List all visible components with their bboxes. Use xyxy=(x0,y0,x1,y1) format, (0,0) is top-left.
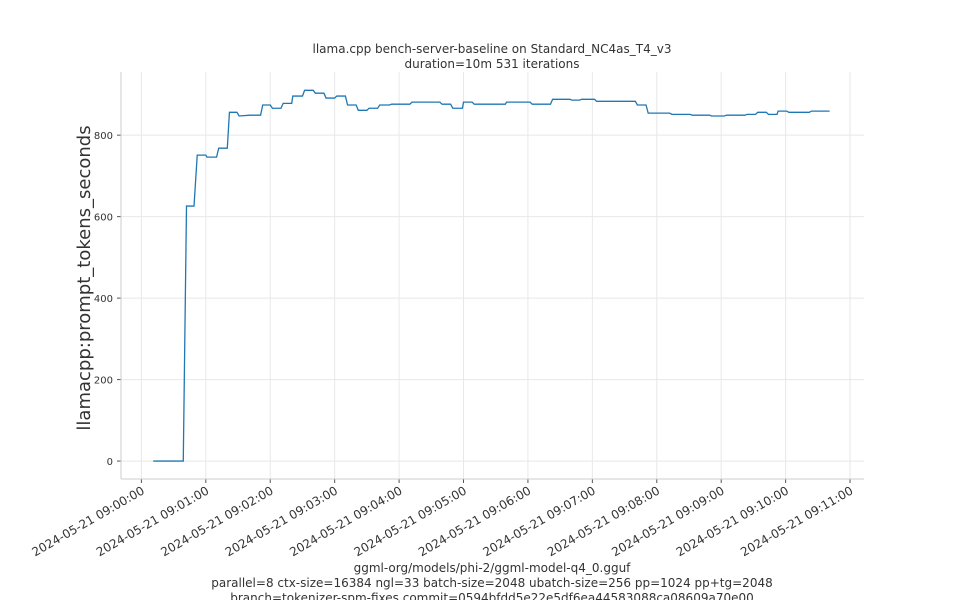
y-tick-label: 400 xyxy=(94,294,113,305)
x-tick-label: 2024-05-21 09:06:00 xyxy=(416,483,533,559)
x-tick-label: 2024-05-21 09:07:00 xyxy=(480,483,597,559)
x-tick-label: 2024-05-21 09:01:00 xyxy=(94,483,211,559)
x-tick-label: 2024-05-21 09:08:00 xyxy=(545,483,662,559)
x-tick-label: 2024-05-21 09:09:00 xyxy=(609,483,726,559)
y-tick-label: 200 xyxy=(94,376,113,387)
x-tick-label: 2024-05-21 09:00:00 xyxy=(30,483,147,559)
chart-subtitle: duration=10m 531 iterations xyxy=(405,57,580,71)
chart-title: llama.cpp bench-server-baseline on Stand… xyxy=(313,42,672,56)
data-line xyxy=(153,89,830,462)
y-tick-label: 800 xyxy=(94,131,113,142)
x-axis-label: ggml-org/models/phi-2/ggml-model-q4_0.gg… xyxy=(354,561,632,575)
x-tick-label: 2024-05-21 09:03:00 xyxy=(223,483,340,559)
y-tick-label: 0 xyxy=(107,457,113,468)
x-tick-label: 2024-05-21 09:04:00 xyxy=(287,483,404,559)
x-tick-label: 2024-05-21 09:05:00 xyxy=(352,483,469,559)
y-axis-label: llamacpp:prompt_tokens_seconds xyxy=(74,125,95,430)
y-tick-label: 600 xyxy=(94,213,113,224)
x-tick-label: 2024-05-21 09:10:00 xyxy=(674,483,791,559)
x-tick-label: 2024-05-21 09:02:00 xyxy=(158,483,275,559)
x-axis-label: parallel=8 ctx-size=16384 ngl=33 batch-s… xyxy=(211,576,772,590)
x-tick-label: 2024-05-21 09:11:00 xyxy=(738,483,855,559)
x-axis-label: branch=tokenizer-spm-fixes commit=0594bf… xyxy=(230,591,754,600)
